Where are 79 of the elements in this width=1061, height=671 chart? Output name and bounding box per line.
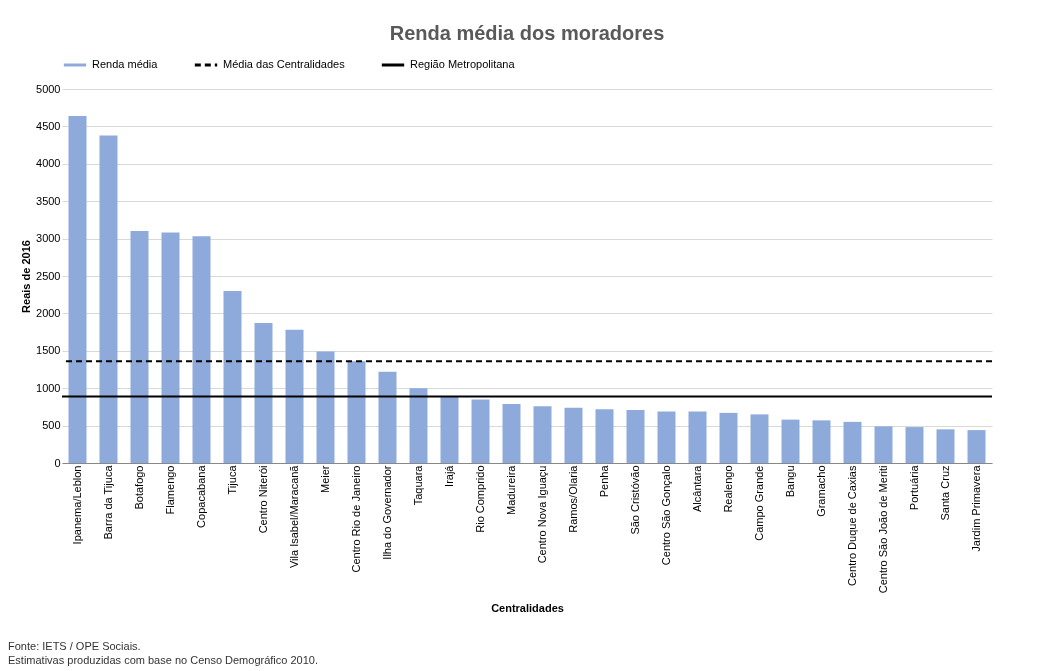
bar	[812, 420, 831, 463]
x-tick-label: Vila Isabel/Maracanã	[287, 464, 300, 569]
x-tick-label: Rio Comprido	[473, 465, 486, 533]
x-tick-label: Penha	[597, 464, 610, 498]
bar	[595, 409, 614, 463]
x-tick-label: Madureira	[504, 464, 517, 516]
x-tick-label: Realengo	[721, 465, 734, 513]
x-tick-label: Gramacho	[814, 465, 827, 517]
y-tick-label: 4000	[36, 157, 61, 170]
x-tick-label: Ramos/Olaria	[566, 464, 579, 533]
x-tick-label: Irajá	[442, 464, 455, 487]
bar	[161, 232, 180, 463]
legend-label: Região Metropolitana	[410, 58, 516, 70]
bar	[192, 236, 211, 463]
bar	[843, 421, 862, 463]
x-tick-label: Tijuca	[225, 464, 238, 495]
x-tick-label: Centro Rio de Janeiro	[349, 465, 362, 573]
bar	[378, 371, 397, 463]
x-tick-label: Barra da Tijuca	[101, 464, 114, 540]
x-tick-label: Alcântara	[690, 464, 703, 512]
x-tick-label: Campo Grande	[752, 465, 765, 541]
bar	[626, 409, 645, 463]
x-tick-label: Centro Niterói	[256, 465, 269, 534]
y-tick-label: 3000	[36, 232, 61, 245]
bar	[533, 406, 552, 463]
y-tick-label: 4500	[36, 119, 61, 132]
x-tick-label: Copacabana	[194, 464, 207, 528]
source-note: Fonte: IETS / OPE Sociais.	[8, 639, 142, 653]
bar	[99, 135, 118, 463]
x-tick-label: Meier	[318, 465, 331, 494]
x-tick-label: Centro Nova Iguaçu	[535, 465, 548, 564]
x-tick-label: Centro Duque de Caxias	[845, 465, 858, 586]
bar	[68, 115, 87, 463]
y-tick-label: 0	[54, 456, 61, 469]
y-tick-label: 500	[42, 419, 61, 432]
bar	[564, 407, 583, 463]
bar	[657, 411, 676, 463]
y-tick-label: 5000	[36, 82, 61, 95]
bar	[781, 419, 800, 463]
x-tick-label: Centro São Gonçalo	[659, 465, 672, 566]
x-tick-label: São Cristóvão	[628, 465, 641, 535]
x-tick-label: Centro São João de Meriti	[876, 465, 889, 594]
bar	[409, 388, 428, 463]
x-tick-label: Ipanema/Leblon	[70, 465, 83, 545]
bar	[750, 414, 769, 463]
bar	[471, 399, 490, 463]
x-axis-title: Centralidades	[491, 602, 564, 615]
y-tick-label: 1500	[36, 344, 61, 357]
bar	[223, 290, 242, 463]
x-tick-label: Botafogo	[132, 465, 145, 510]
bar	[719, 412, 738, 463]
bar	[254, 323, 273, 463]
bar	[285, 329, 304, 463]
x-tick-label: Flamengo	[163, 465, 176, 515]
x-tick-label: Taquara	[411, 464, 424, 506]
bar	[316, 351, 335, 463]
x-tick-label: Bangu	[783, 465, 796, 498]
text: Estimativas produzidas com base no Censo Demográfico 2010.	[8, 653, 318, 667]
bar	[440, 396, 459, 463]
legend-label: Média das Centralidades	[223, 58, 346, 70]
x-tick-label: Ilha do Governador	[380, 465, 393, 560]
bar	[502, 403, 521, 463]
y-tick-label: 2500	[36, 269, 61, 282]
y-axis-title: Reais de 2016	[20, 240, 33, 313]
legend-label: Renda média	[92, 58, 159, 70]
y-tick-label: 1000	[36, 381, 61, 394]
x-tick-label: Portuária	[907, 464, 920, 511]
bar	[130, 231, 149, 463]
bar	[967, 430, 986, 463]
bar	[688, 411, 707, 463]
chart-title: Renda média dos moradores	[389, 22, 665, 44]
x-tick-label: Jardim Primavera	[969, 464, 982, 552]
x-tick-label: Santa Cruz	[938, 465, 951, 521]
bar	[905, 427, 924, 463]
y-tick-label: 3500	[36, 194, 61, 207]
y-tick-label: 2000	[36, 306, 61, 319]
bar	[874, 426, 893, 463]
bar	[936, 429, 955, 463]
bar	[347, 361, 366, 463]
